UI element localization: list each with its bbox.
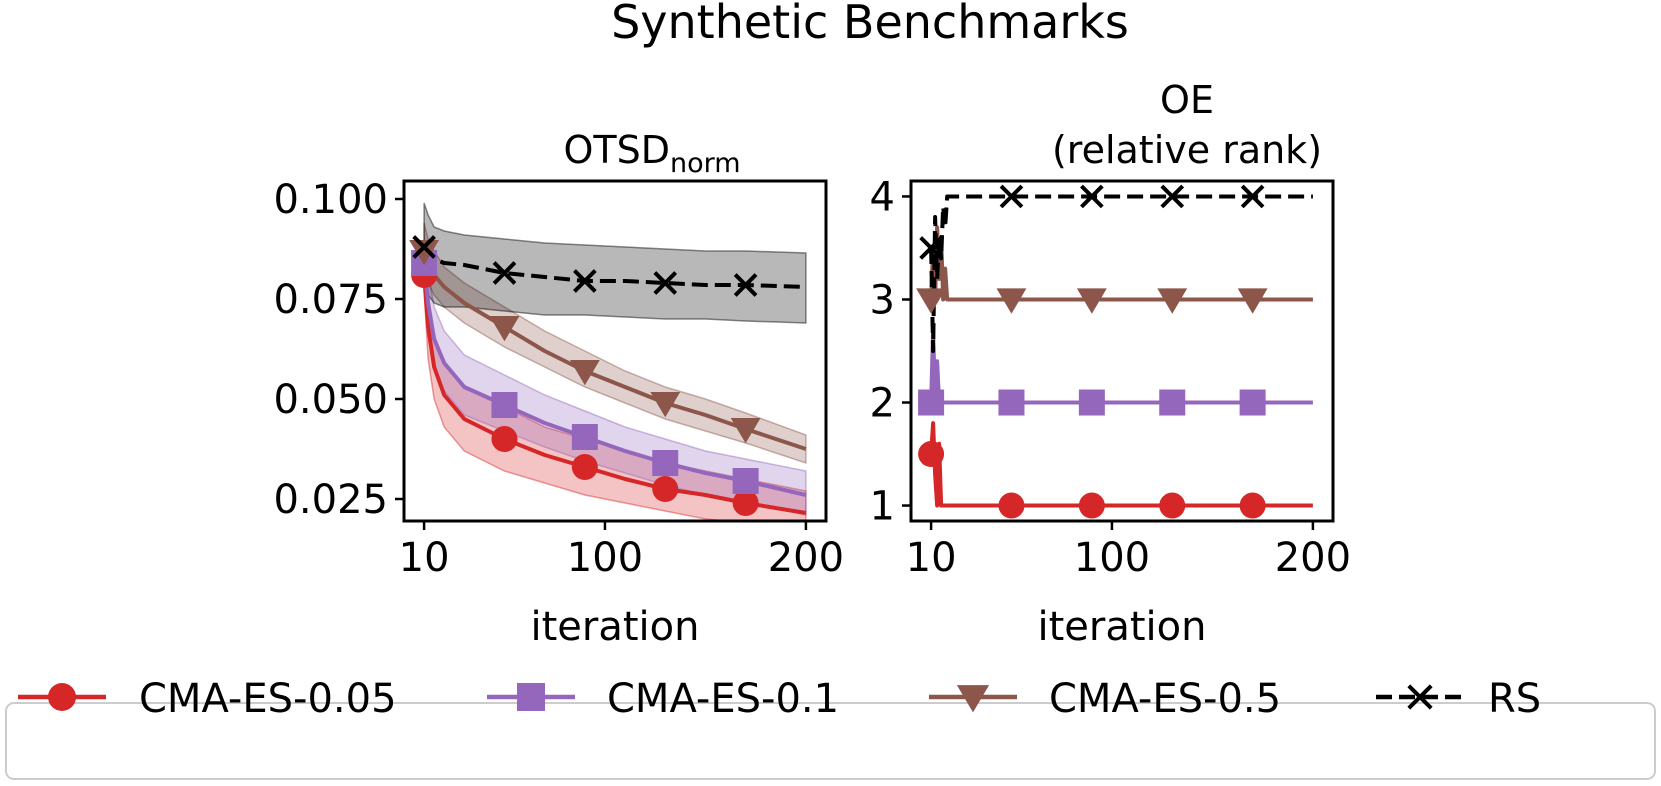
data-point-cma-es-0.5 (1157, 288, 1188, 314)
data-point-rs (412, 235, 436, 259)
data-point-cma-es-0.05 (918, 441, 945, 468)
markers-rs (412, 235, 758, 297)
data-point-rs (1080, 184, 1104, 209)
data-point-rs (653, 271, 678, 295)
y-tick-label: 0.050 (273, 377, 388, 423)
figure-title: Synthetic Benchmarks (611, 0, 1129, 49)
x-tick-label: 100 (1074, 535, 1150, 581)
data-point-cma-es-0.5 (1237, 288, 1268, 314)
data-point-cma-es-0.1 (732, 468, 759, 494)
legend: CMA-ES-0.05 CMA-ES-0.1 CMA-ES-0.5 RS (5, 676, 1656, 780)
legend-frame (5, 702, 1656, 780)
legend-marker (517, 683, 545, 711)
markers-rs (919, 184, 1265, 260)
y-tick-label: 0.025 (273, 477, 388, 523)
data-point-cma-es-0.05 (1239, 492, 1266, 519)
data-point-rs (733, 273, 758, 297)
x-axis-label: iteration (531, 604, 700, 650)
legend-marker (1407, 684, 1433, 710)
plot-area (929, 194, 1313, 508)
legend-entry-cma-es-0.5: CMA-ES-0.5 (929, 676, 1281, 722)
data-point-cma-es-0.05 (998, 492, 1025, 519)
y-tick-label: 1 (870, 484, 895, 530)
data-point-cma-es-0.05 (571, 454, 598, 480)
legend-label: CMA-ES-0.05 (139, 676, 397, 722)
data-point-cma-es-0.5 (1076, 288, 1107, 314)
axes-frame (909, 179, 1335, 523)
y-tick-label: 4 (870, 174, 895, 220)
x-tick-label: 200 (1275, 535, 1351, 581)
legend-entry-cma-es-0.1: CMA-ES-0.1 (487, 676, 839, 722)
data-point-cma-es-0.5 (730, 417, 761, 444)
data-point-cma-es-0.05 (1159, 492, 1186, 519)
band-cma-es-0.5 (423, 222, 807, 465)
legend-label: CMA-ES-0.5 (1049, 676, 1281, 722)
otsd-panel: OTSDnorm 10 100 200 0.025 0.050 0.075 0.100 ite… (273, 128, 844, 650)
data-point-cma-es-0.5 (489, 315, 520, 342)
data-point-cma-es-0.1 (998, 389, 1025, 416)
data-point-cma-es-0.1 (1159, 389, 1186, 416)
data-point-cma-es-0.05 (652, 476, 679, 502)
x-axis-label: iteration (1038, 604, 1207, 650)
data-point-cma-es-0.5 (409, 239, 440, 266)
line-cma-es-0.05 (422, 274, 807, 515)
otsd-panel-title: OTSDnorm (563, 128, 740, 179)
data-point-rs (1240, 184, 1265, 209)
oe-title-line-2: (relative rank) (1052, 128, 1322, 172)
line-cma-es-0.1 (422, 262, 807, 497)
data-point-rs (573, 269, 597, 293)
oe-panel: OE (relative rank) 10 100 200 1 2 3 4 iteration (870, 78, 1352, 650)
data-point-rs (919, 236, 943, 260)
y-tick-label: 3 (870, 277, 895, 323)
y-tick-label: 0.100 (273, 177, 388, 223)
axes-frame (402, 179, 828, 523)
plot-area (422, 202, 807, 521)
legend-entry-cma-es-0.05: CMA-ES-0.05 (18, 676, 397, 722)
markers-cma-es-0.1 (918, 389, 1266, 416)
x-tick-label: 200 (768, 535, 844, 581)
data-point-cma-es-0.5 (650, 391, 681, 418)
data-point-cma-es-0.5 (916, 288, 947, 314)
data-point-cma-es-0.05 (491, 426, 518, 452)
band-rs (423, 202, 807, 324)
markers-cma-es-0.5 (409, 239, 761, 444)
y-tick-label: 2 (870, 381, 895, 427)
data-point-cma-es-0.5 (569, 359, 600, 386)
markers-cma-es-0.05 (918, 441, 1266, 519)
x-tick-label: 100 (567, 535, 643, 581)
data-point-cma-es-0.1 (491, 392, 518, 418)
data-point-cma-es-0.1 (652, 450, 679, 476)
legend-marker (956, 685, 990, 713)
data-point-rs (492, 261, 517, 285)
otsd-title-subscript: norm (670, 148, 741, 179)
legend-entry-rs: RS (1376, 676, 1541, 722)
legend-marker (48, 683, 76, 711)
y-tick-label: 0.075 (273, 277, 388, 323)
legend-label: RS (1488, 676, 1541, 722)
data-point-cma-es-0.5 (996, 288, 1027, 314)
data-point-rs (1160, 184, 1185, 209)
data-point-cma-es-0.05 (1078, 492, 1105, 519)
otsd-title-main: OTSD (563, 128, 670, 172)
data-point-cma-es-0.1 (1239, 389, 1266, 416)
data-point-cma-es-0.05 (732, 490, 759, 516)
markers-cma-es-0.5 (916, 288, 1268, 314)
x-tick-label: 10 (399, 535, 450, 581)
line-cma-es-0.05 (929, 421, 1313, 508)
markers-cma-es-0.1 (411, 250, 759, 494)
data-point-rs (999, 184, 1024, 209)
data-point-cma-es-0.1 (571, 424, 598, 450)
line-rs (422, 246, 806, 289)
x-tick-label: 10 (906, 535, 957, 581)
data-point-cma-es-0.1 (918, 389, 945, 416)
legend-label: CMA-ES-0.1 (607, 676, 839, 722)
line-rs (929, 194, 1313, 353)
data-point-cma-es-0.1 (1078, 389, 1105, 416)
oe-title-line-1: OE (1160, 78, 1214, 122)
